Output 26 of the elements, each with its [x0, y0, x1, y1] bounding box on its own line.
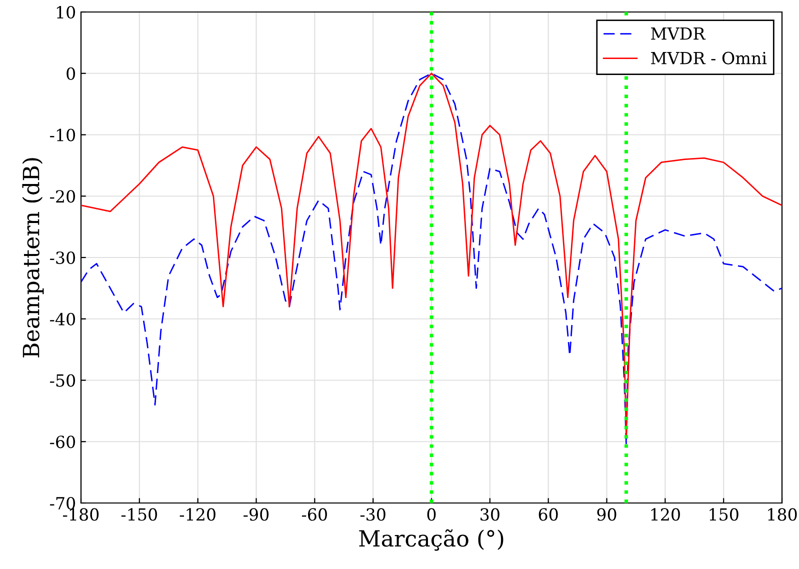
y-tick-label: -60 — [50, 436, 76, 448]
y-tick-label: -10 — [50, 128, 76, 142]
y-tick-label: -70 — [50, 496, 76, 510]
y-tick-label: -40 — [50, 312, 76, 326]
x-tick-label: -150 — [121, 508, 158, 521]
x-tick-label: -180 — [63, 508, 99, 521]
x-tick-label: 90 — [597, 508, 616, 521]
x-axis-title: Marcação (°) — [359, 529, 504, 551]
y-axis-title: Beampattern (dB) — [22, 158, 44, 358]
y-tick-label: -30 — [50, 251, 76, 264]
x-tick-label: -90 — [244, 508, 269, 521]
x-tick-label: 180 — [768, 508, 797, 521]
x-tick-label: 120 — [651, 508, 680, 521]
legend-label: MVDR - Omni — [651, 52, 767, 64]
x-tick-label: 60 — [538, 508, 558, 521]
y-tick-label: -20 — [50, 190, 76, 203]
x-tick-label: 30 — [480, 508, 500, 521]
x-tick-label: -120 — [180, 508, 216, 521]
legend-label: MVDR — [651, 28, 706, 40]
y-tick-label: 0 — [66, 67, 76, 80]
y-tick-label: 10 — [56, 6, 76, 19]
x-tick-label: -60 — [302, 508, 327, 521]
x-tick-label: -30 — [360, 508, 386, 521]
x-tick-label: 150 — [710, 508, 738, 521]
y-tick-label: -50 — [50, 374, 76, 387]
x-tick-label: 0 — [427, 508, 436, 521]
